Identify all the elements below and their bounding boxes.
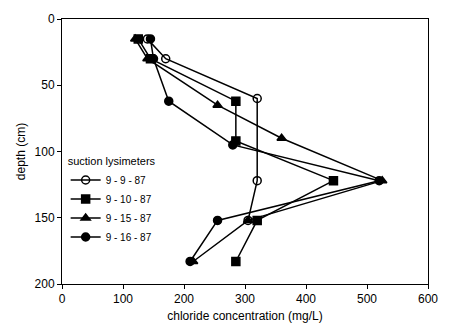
svg-text:suction lysimeters: suction lysimeters <box>68 156 156 168</box>
svg-text:400: 400 <box>296 292 316 306</box>
svg-text:9 - 10 - 87: 9 - 10 - 87 <box>106 194 152 205</box>
svg-text:9 - 15 - 87: 9 - 15 - 87 <box>106 213 152 224</box>
svg-text:200: 200 <box>174 292 194 306</box>
svg-text:600: 600 <box>418 292 438 306</box>
svg-text:9 - 9 - 87: 9 - 9 - 87 <box>106 175 146 186</box>
svg-text:200: 200 <box>35 277 55 291</box>
svg-text:300: 300 <box>235 292 255 306</box>
svg-text:9 - 16 - 87: 9 - 16 - 87 <box>106 232 152 243</box>
svg-text:chloride concentration (mg/L): chloride concentration (mg/L) <box>167 309 322 323</box>
svg-text:0: 0 <box>48 12 55 26</box>
svg-text:100: 100 <box>35 145 55 159</box>
svg-text:150: 150 <box>35 211 55 225</box>
svg-text:depth (cm): depth (cm) <box>14 123 28 180</box>
svg-text:500: 500 <box>357 292 377 306</box>
svg-text:50: 50 <box>41 78 55 92</box>
svg-text:0: 0 <box>59 292 66 306</box>
svg-text:100: 100 <box>113 292 133 306</box>
